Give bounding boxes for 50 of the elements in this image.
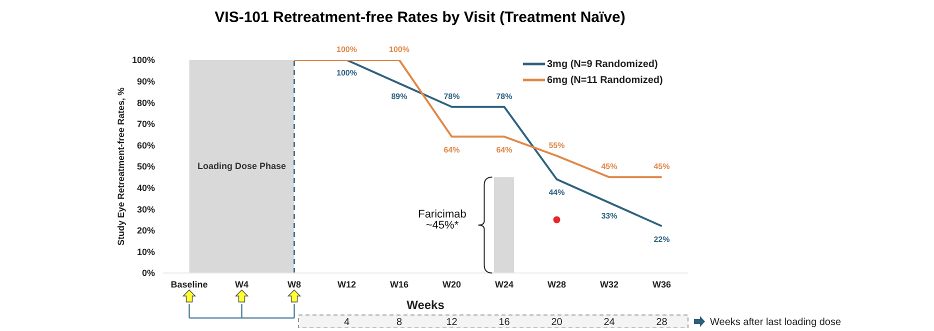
data-label: 64% (496, 145, 512, 154)
annotation: Faricimab ~45%* (418, 208, 466, 232)
y-tick-label: 100% (132, 55, 155, 66)
x-tick-label: W24 (494, 279, 514, 290)
x-tick-label: W20 (442, 279, 462, 290)
data-label: 55% (548, 140, 565, 150)
x-tick-label: W16 (390, 279, 409, 290)
y-tick-label: 60% (136, 140, 155, 150)
data-label: 45% (601, 162, 618, 172)
data-label: 100% (389, 45, 410, 54)
y-tick-label: 10% (136, 246, 155, 257)
y-axis-title: Study Eye Retreatment-free Rates, % (116, 87, 126, 246)
x2-tick-label: 16 (498, 317, 510, 328)
data-label: 44% (548, 188, 565, 197)
x2-tick-label: 28 (656, 317, 668, 328)
data-label: 22% (654, 234, 670, 244)
y-tick-label: 40% (136, 182, 155, 193)
y-tick-label: 20% (136, 226, 155, 236)
x-tick-label: W32 (600, 279, 619, 290)
x2-tick-label: 8 (396, 317, 402, 328)
x2-tick-label: 4 (344, 317, 350, 328)
data-label: 64% (444, 145, 460, 154)
x-tick-label: Baseline (170, 279, 208, 290)
data-label: 89% (391, 92, 408, 102)
x2-axis-title: Weeks after last loading dose (710, 317, 842, 328)
legend-label: 6mg (N=11 Randomized) (547, 74, 663, 86)
y-tick-label: 90% (136, 76, 155, 86)
x-axis-title: Weeks (406, 298, 445, 312)
data-label: 100% (336, 68, 357, 78)
data-label: 100% (336, 45, 357, 54)
data-label: 78% (444, 92, 460, 101)
x-tick-label: W36 (652, 279, 672, 290)
annotation: Loading Dose Phase (197, 160, 286, 171)
x2-tick-label: 24 (604, 317, 616, 328)
y-tick-label: 70% (136, 119, 155, 130)
data-label: 45% (654, 162, 670, 172)
data-label: 33% (601, 211, 618, 220)
x-tick-label: W28 (547, 279, 566, 290)
legend-label: 3mg (N=9 Randomized) (547, 58, 658, 70)
x-tick-label: W8 (288, 279, 301, 290)
chart-title: VIS-101 Retreatment-free Rates by Visit (Treatment Naïve) (214, 8, 626, 28)
x-tick-label: W12 (337, 279, 356, 290)
x2-tick-label: 20 (551, 317, 563, 328)
y-tick-label: 30% (136, 204, 155, 214)
data-label: 78% (496, 92, 512, 101)
x2-tick-label: 12 (446, 317, 458, 328)
x-tick-label: W4 (235, 279, 248, 290)
y-tick-label: 0% (142, 268, 155, 278)
y-tick-label: 80% (136, 98, 155, 108)
y-tick-label: 50% (136, 162, 155, 172)
